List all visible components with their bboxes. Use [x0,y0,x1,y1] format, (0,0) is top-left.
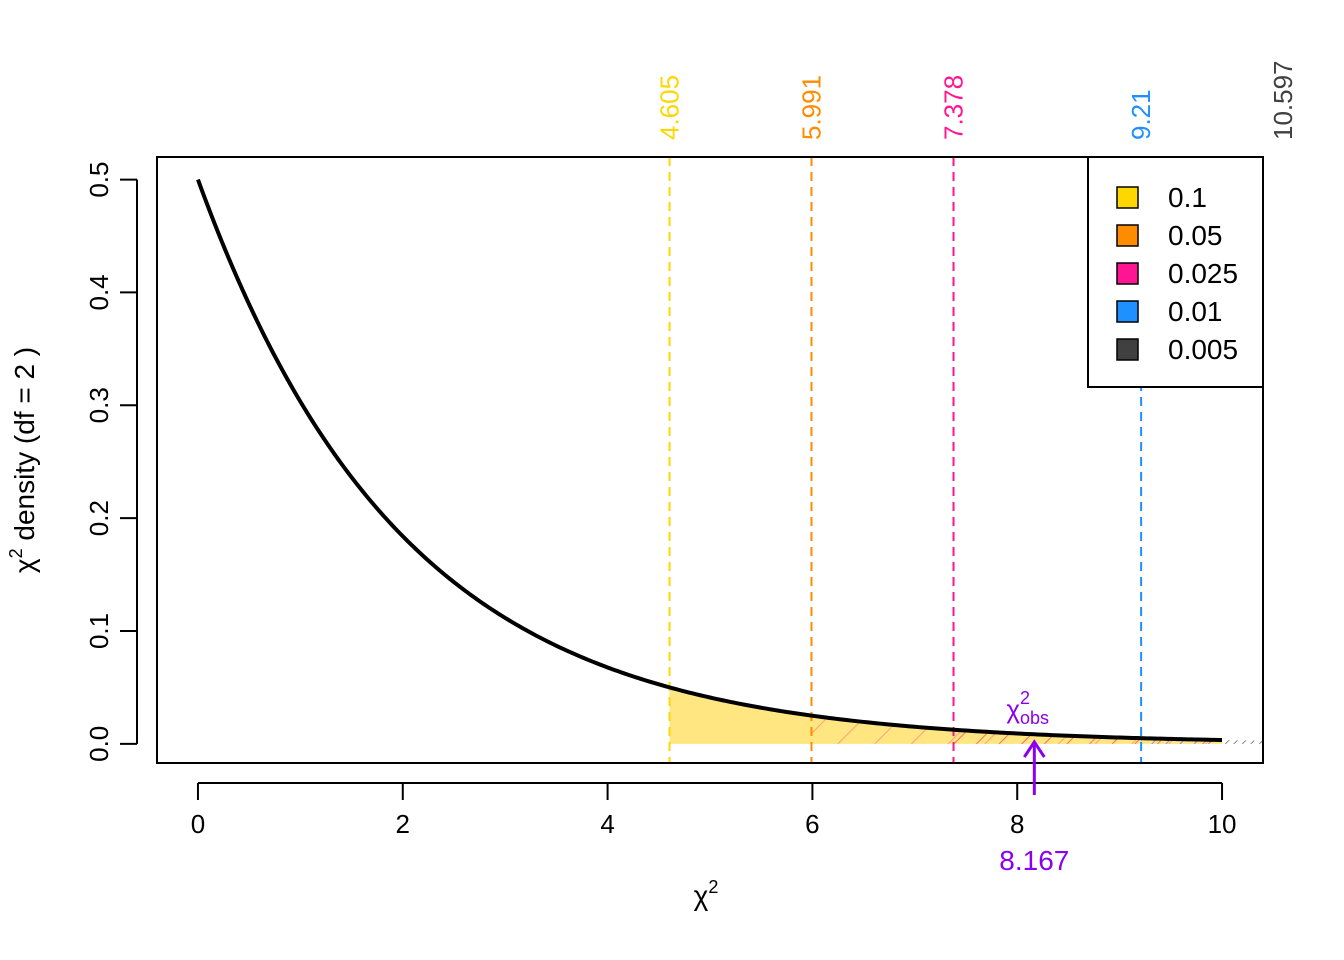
legend-swatch-0.025 [1116,262,1139,285]
x-tick-label: 10 [1208,809,1237,839]
y-tick-label: 0.2 [84,500,114,536]
y-tick-label: 0.4 [84,274,114,310]
x-tick-label: 0 [191,809,205,839]
critical-label-0.05: 5.991 [796,75,826,140]
legend-label-0.1: 0.1 [1168,182,1207,213]
y-tick-label: 0.0 [84,726,114,762]
y-tick-label: 0.5 [84,161,114,197]
observed-arrow-head [1023,739,1046,758]
legend-label-0.025: 0.025 [1168,258,1238,289]
x-axis: 0 2 4 6 8 10 [191,782,1237,839]
x-tick-label: 2 [396,809,410,839]
y-axis: 0.0 0.1 0.2 0.3 0.4 0.5 [84,161,138,762]
density-curve-layer [196,178,1223,743]
legend: 0.1 0.05 0.025 0.01 0.005 [1087,156,1264,388]
tail-area-fills [669,687,1263,744]
legend-swatch-0.005 [1116,338,1139,361]
x-axis-title: χ2 [694,877,719,911]
legend-label-0.01: 0.01 [1168,296,1223,327]
critical-label-0.1: 4.605 [655,75,685,140]
plot-frame [156,156,1264,764]
y-tick-label: 0.3 [84,387,114,423]
x-tick-label: 6 [805,809,819,839]
legend-swatch-0.05 [1116,224,1139,247]
legend-swatch-0.01 [1116,300,1139,323]
tail-fill-0.005 [1222,740,1263,744]
critical-label-0.01: 9.21 [1126,89,1156,140]
critical-value-lines [668,157,1143,763]
observed-symbol-label: χ2 obs [1006,688,1049,728]
legend-label-0.005: 0.005 [1168,334,1238,365]
tail-fill-0.05 [811,715,1223,744]
legend-label-0.05: 0.05 [1168,220,1223,251]
observed-statistic-marker: 8.167 χ2 obs [999,688,1069,876]
observed-value-label: 8.167 [999,845,1069,876]
critical-label-0.025: 7.378 [939,75,969,140]
x-tick-label: 4 [600,809,614,839]
y-tick-label: 0.1 [84,613,114,649]
tail-fill-0.1 [669,687,1223,744]
legend-swatch-0.1 [1116,186,1139,209]
density-curve [196,178,1223,743]
x-tick-label: 8 [1010,809,1024,839]
critical-value-labels: 4.605 5.991 7.378 9.21 10.597 [655,60,1299,140]
critical-label-0.005: 10.597 [1268,60,1298,140]
y-axis-title: χ2 density (df = 2 ) [6,347,40,573]
